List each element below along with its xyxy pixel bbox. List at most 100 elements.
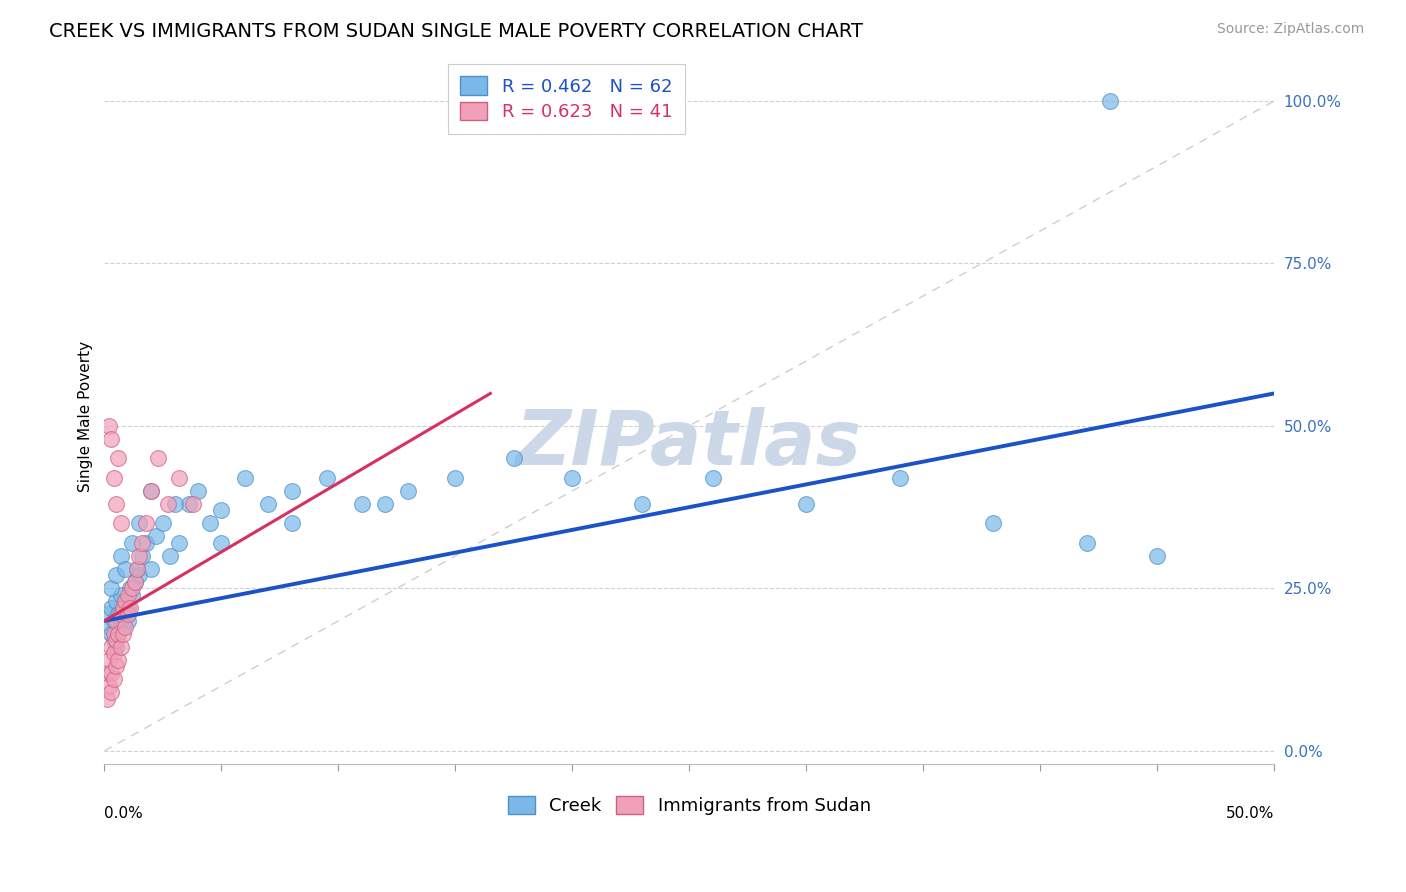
Point (141, 562, 163, 576)
Point (100, 432, 122, 446)
Point (105, 659, 128, 673)
Legend: Creek, Immigrants from Sudan: Creek, Immigrants from Sudan (499, 787, 880, 824)
Point (198, 516, 221, 531)
Point (374, 497, 396, 511)
Point (114, 607, 136, 622)
Text: ZIPatlas: ZIPatlas (516, 407, 862, 481)
Point (257, 497, 280, 511)
Point (121, 536, 143, 550)
Point (1099, 94, 1122, 108)
Point (114, 620, 136, 634)
Point (98, 418, 121, 433)
Point (209, 536, 232, 550)
Point (98, 620, 121, 634)
Text: CREEK VS IMMIGRANTS FROM SUDAN SINGLE MALE POVERTY CORRELATION CHART: CREEK VS IMMIGRANTS FROM SUDAN SINGLE MA… (49, 22, 863, 41)
Point (398, 483, 420, 498)
Point (96, 691, 118, 706)
Point (107, 627, 129, 641)
Point (280, 483, 302, 498)
Point (127, 562, 149, 576)
Point (112, 600, 135, 615)
Point (128, 549, 150, 563)
Point (631, 497, 654, 511)
Point (187, 483, 209, 498)
Point (127, 562, 149, 576)
Point (117, 607, 139, 622)
Point (105, 640, 128, 654)
Point (98, 679, 121, 693)
Point (148, 451, 170, 466)
Point (120, 600, 142, 615)
Point (110, 549, 132, 563)
Point (502, 451, 524, 466)
Point (181, 497, 204, 511)
Point (131, 549, 153, 563)
Point (110, 614, 132, 628)
Point (152, 516, 174, 531)
Point (889, 471, 911, 485)
Point (110, 607, 132, 622)
Point (1146, 549, 1168, 563)
Point (100, 627, 122, 641)
Point (794, 497, 817, 511)
Point (167, 536, 190, 550)
Point (103, 646, 125, 660)
Text: Source: ZipAtlas.com: Source: ZipAtlas.com (1216, 22, 1364, 37)
Point (110, 588, 132, 602)
Point (110, 516, 132, 531)
Point (141, 483, 163, 498)
Point (280, 516, 302, 531)
Point (100, 685, 122, 699)
Point (177, 497, 200, 511)
Point (163, 497, 186, 511)
Point (107, 607, 129, 622)
Point (107, 653, 129, 667)
Point (1076, 536, 1098, 550)
Point (105, 568, 128, 582)
Point (96, 607, 118, 622)
Point (112, 600, 135, 615)
Point (983, 516, 1005, 531)
Text: 50.0%: 50.0% (1226, 805, 1274, 821)
Point (105, 614, 128, 628)
Point (105, 633, 128, 648)
Point (124, 574, 146, 589)
Point (128, 516, 150, 531)
Point (100, 600, 122, 615)
Point (112, 627, 135, 641)
Point (100, 582, 122, 596)
Point (96, 665, 118, 680)
Point (159, 549, 181, 563)
Point (114, 562, 136, 576)
Point (141, 483, 163, 498)
Text: 0.0%: 0.0% (104, 805, 143, 821)
Point (114, 594, 136, 608)
Point (117, 614, 139, 628)
Point (103, 633, 125, 648)
Point (120, 582, 142, 596)
Point (110, 640, 132, 654)
Point (114, 594, 136, 608)
Point (350, 497, 373, 511)
Point (128, 568, 150, 582)
Y-axis label: Single Male Poverty: Single Male Poverty (79, 341, 93, 491)
Point (117, 600, 139, 615)
Point (121, 582, 143, 596)
Point (103, 471, 125, 485)
Point (100, 640, 122, 654)
Point (105, 497, 128, 511)
Point (107, 627, 129, 641)
Point (131, 536, 153, 550)
Point (98, 653, 121, 667)
Point (121, 588, 143, 602)
Point (117, 588, 139, 602)
Point (233, 471, 256, 485)
Point (702, 471, 724, 485)
Point (156, 497, 179, 511)
Point (315, 471, 337, 485)
Point (135, 516, 157, 531)
Point (112, 620, 135, 634)
Point (209, 503, 232, 517)
Point (105, 594, 128, 608)
Point (107, 451, 129, 466)
